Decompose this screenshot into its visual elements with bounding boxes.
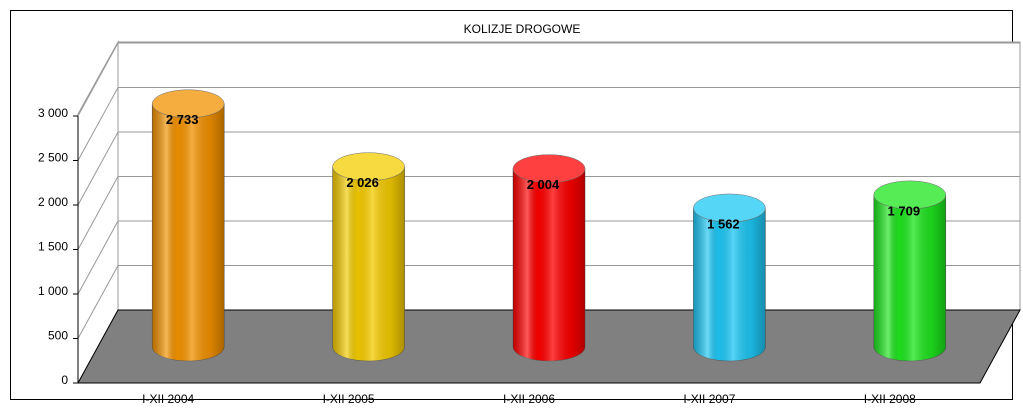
- value-label: 2 004: [527, 177, 560, 192]
- y-tick-label: 1 000: [38, 284, 68, 298]
- y-tick-label: 0: [61, 373, 68, 387]
- x-tick-label: I-XII 2004: [142, 392, 194, 406]
- bar-top-shine: [873, 180, 946, 209]
- bar-shade: [332, 166, 405, 361]
- bar-top: [693, 193, 766, 223]
- y-tick-label: 2 500: [38, 151, 68, 165]
- bar-top: [512, 154, 586, 183]
- grid-line: [77, 176, 1020, 250]
- bar-shade: [873, 194, 946, 361]
- bar-top-shine: [693, 193, 766, 222]
- x-tick-label: I-XII 2008: [864, 392, 916, 406]
- bar-shade: [152, 103, 225, 361]
- x-tick-label: I-XII 2006: [503, 392, 555, 406]
- bar-top: [151, 89, 225, 119]
- bar-shade: [693, 207, 766, 361]
- x-tick-label: I-XII 2005: [323, 392, 375, 406]
- bar-top-shine: [152, 89, 225, 118]
- bar-top-shine: [513, 154, 585, 183]
- value-label: 1 562: [707, 216, 740, 231]
- y-tick-label: 500: [48, 329, 68, 343]
- y-tick-label: 1 500: [38, 240, 68, 254]
- value-label: 2 026: [346, 175, 379, 190]
- value-label: 2 733: [166, 112, 199, 127]
- bar-top-shine: [332, 152, 405, 181]
- grid-line: [77, 131, 1020, 206]
- y-tick-label: 3 000: [38, 106, 68, 120]
- x-tick-label: I-XII 2007: [683, 392, 735, 406]
- y-tick-label: 2 000: [38, 195, 68, 209]
- bar-top: [332, 152, 405, 181]
- chart-title: KOLIZJE DROGOWE: [464, 22, 581, 36]
- grid-line: [77, 87, 1020, 161]
- bar-top: [873, 180, 947, 210]
- grid-line: [77, 42, 1020, 117]
- bar-shade: [513, 168, 585, 361]
- value-label: 1 709: [888, 203, 921, 218]
